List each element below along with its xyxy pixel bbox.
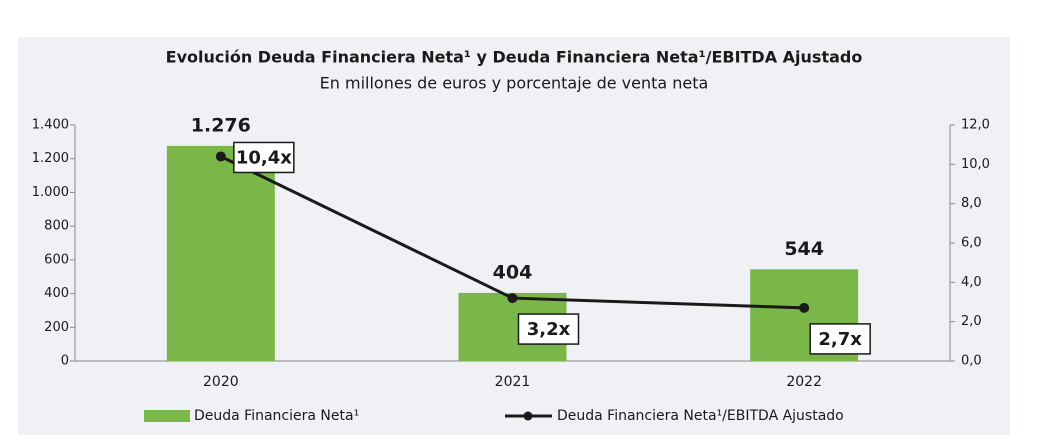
line-point: [799, 302, 810, 313]
y2-tick-label: 12,0: [961, 118, 990, 133]
chart-title: Evolución Deuda Financiera Neta¹ y Deuda…: [166, 48, 863, 67]
x-tick-label: 2021: [495, 374, 531, 390]
line-value-label: 2,7x: [818, 329, 862, 350]
label-box: [517, 313, 580, 345]
y2-tick-label: 6,0: [961, 236, 982, 251]
line-point: [215, 151, 226, 162]
y-tick-label: 600: [44, 252, 69, 267]
legend-label: Deuda Financiera Neta¹/EBITDA Ajustado: [557, 408, 844, 424]
bar: [166, 145, 275, 361]
y-tick-label: 1.400: [32, 118, 69, 133]
legend-swatch: [144, 410, 190, 422]
bar-value-label: 544: [784, 238, 824, 260]
y-tick-label: 400: [44, 286, 69, 301]
y2-tick-label: 2,0: [961, 314, 982, 329]
chart-subtitle: En millones de euros y porcentaje de ven…: [320, 74, 709, 93]
y-tick-label: 0: [61, 354, 69, 369]
line-point: [507, 293, 518, 304]
y2-tick-label: 8,0: [961, 196, 982, 211]
y-tick-label: 1.000: [32, 185, 69, 200]
legend-swatch-point: [523, 411, 533, 421]
line-value-label: 10,4x: [236, 147, 292, 168]
bar-value-label: 1.276: [191, 114, 251, 136]
x-tick-label: 2022: [786, 374, 822, 390]
y2-tick-label: 0,0: [961, 354, 982, 369]
y-tick-label: 1.200: [32, 151, 69, 166]
y-tick-label: 200: [44, 320, 69, 335]
label-box: [809, 323, 871, 355]
legend-label: Deuda Financiera Neta¹: [194, 408, 359, 424]
y2-tick-label: 4,0: [961, 275, 982, 290]
bar-value-label: 404: [493, 261, 533, 283]
x-tick-label: 2020: [203, 374, 239, 390]
line-value-label: 3,2x: [527, 319, 571, 340]
y-tick-label: 800: [44, 219, 69, 234]
y2-tick-label: 10,0: [961, 157, 990, 172]
label-box: [233, 141, 295, 174]
